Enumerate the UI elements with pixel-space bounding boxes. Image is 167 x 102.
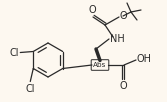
Text: O: O bbox=[88, 5, 96, 15]
FancyBboxPatch shape bbox=[91, 60, 109, 70]
Text: NH: NH bbox=[110, 34, 125, 44]
Text: O: O bbox=[119, 81, 127, 91]
Text: Cl: Cl bbox=[26, 84, 35, 94]
Text: Cl: Cl bbox=[10, 48, 19, 58]
Text: OH: OH bbox=[137, 54, 152, 64]
Text: Abs: Abs bbox=[93, 62, 107, 68]
Text: O: O bbox=[120, 11, 128, 21]
